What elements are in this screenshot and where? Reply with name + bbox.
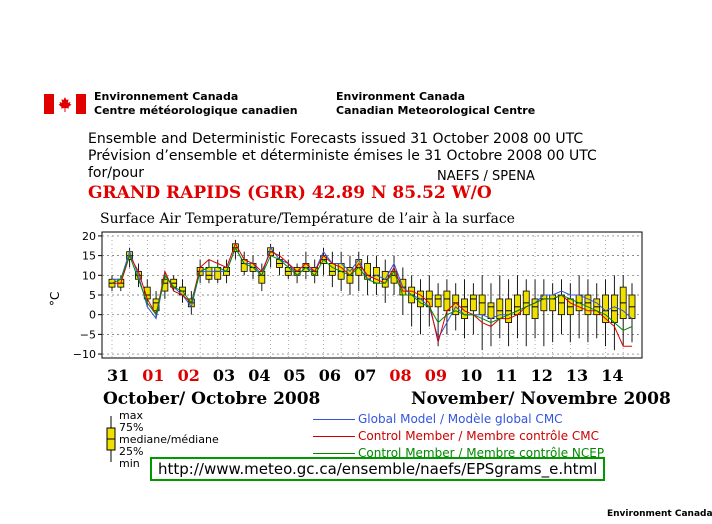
org-en-name: Environment Canada bbox=[336, 90, 465, 103]
box-iqr bbox=[610, 294, 618, 323]
box-iqr bbox=[584, 294, 592, 316]
legend-line-1 bbox=[313, 436, 355, 437]
day-label: 09 bbox=[424, 366, 447, 385]
legend-median: mediane/médiane bbox=[119, 433, 219, 446]
day-label: 31 bbox=[107, 366, 130, 385]
box-iqr bbox=[205, 267, 213, 280]
series-line-2 bbox=[111, 246, 633, 331]
box-iqr bbox=[487, 302, 495, 320]
box-iqr bbox=[434, 294, 442, 308]
station-title: GRAND RAPIDS (GRR) 42.89 N 85.52 W/O bbox=[88, 183, 492, 203]
org-fr-centre: Centre météorologique canadien bbox=[94, 104, 298, 117]
y-tick-label: −5 bbox=[80, 328, 96, 341]
day-label: 04 bbox=[248, 366, 271, 385]
box-iqr bbox=[478, 294, 486, 316]
org-en-centre: Canadian Meteorological Centre bbox=[336, 104, 536, 117]
box-iqr bbox=[452, 294, 460, 316]
day-label: 05 bbox=[283, 366, 306, 385]
month-label-october: October/ Octobre 2008 bbox=[103, 389, 321, 409]
canada-flag-icon bbox=[44, 94, 86, 114]
day-label: 07 bbox=[354, 366, 377, 385]
box-iqr bbox=[531, 298, 539, 320]
legend-line-2 bbox=[313, 453, 355, 454]
day-label: 02 bbox=[177, 366, 200, 385]
for-pour-label: for/pour bbox=[88, 165, 145, 181]
box-iqr bbox=[558, 294, 565, 316]
legend-series-label-2: Control Member / Membre contrôle NCEP bbox=[358, 446, 605, 460]
temperature-chart: −10 −5 0 5 10 15 20 bbox=[73, 230, 643, 361]
footer-credit: Environment Canada bbox=[607, 509, 712, 519]
box-iqr bbox=[443, 290, 451, 312]
legend-series-label-1: Control Member / Membre contrôle CMC bbox=[358, 429, 600, 443]
naefs-tag: NAEFS / SPENA bbox=[437, 169, 535, 184]
box-iqr bbox=[602, 294, 609, 323]
day-label: 08 bbox=[389, 366, 412, 385]
day-label: 11 bbox=[495, 366, 518, 385]
box-iqr bbox=[469, 294, 477, 312]
chart-title: Surface Air Temperature/Température de l… bbox=[100, 211, 515, 227]
box-iqr bbox=[214, 267, 222, 280]
legend-series-label-0: Global Model / Modèle global CMC bbox=[358, 412, 563, 426]
y-tick-label: 5 bbox=[89, 289, 96, 302]
month-label-november: November/ Novembre 2008 bbox=[411, 389, 671, 409]
day-label: 14 bbox=[601, 366, 624, 385]
box-iqr bbox=[240, 259, 248, 272]
legend-max: max bbox=[119, 409, 143, 422]
day-label: 01 bbox=[142, 366, 165, 385]
y-tick-label: 15 bbox=[82, 250, 96, 263]
y-tick-label: 10 bbox=[82, 269, 96, 282]
day-label: 10 bbox=[460, 366, 483, 385]
y-tick-label: 0 bbox=[89, 309, 96, 322]
org-fr-name: Environnement Canada bbox=[94, 90, 239, 103]
day-label: 03 bbox=[212, 366, 236, 385]
day-label: 12 bbox=[530, 366, 553, 385]
day-label: 06 bbox=[318, 366, 342, 385]
y-tick-label: 20 bbox=[82, 230, 96, 243]
box-legend-icon bbox=[106, 416, 116, 462]
legend-75: 75% bbox=[119, 421, 144, 434]
epsgram-url[interactable]: http://www.meteo.gc.ca/ensemble/naefs/EP… bbox=[150, 457, 606, 481]
day-label: 13 bbox=[565, 366, 589, 385]
y-tick-label: −10 bbox=[73, 348, 96, 361]
legend-min: min bbox=[119, 457, 140, 470]
legend-line-0 bbox=[313, 419, 355, 420]
issue-line-fr: Prévision d’ensemble et déterministe émi… bbox=[88, 148, 597, 164]
issue-line-en: Ensemble and Deterministic Forecasts iss… bbox=[88, 131, 584, 147]
legend-25: 25% bbox=[119, 445, 144, 458]
y-axis-label: °C bbox=[48, 291, 62, 306]
box-iqr bbox=[549, 294, 557, 312]
